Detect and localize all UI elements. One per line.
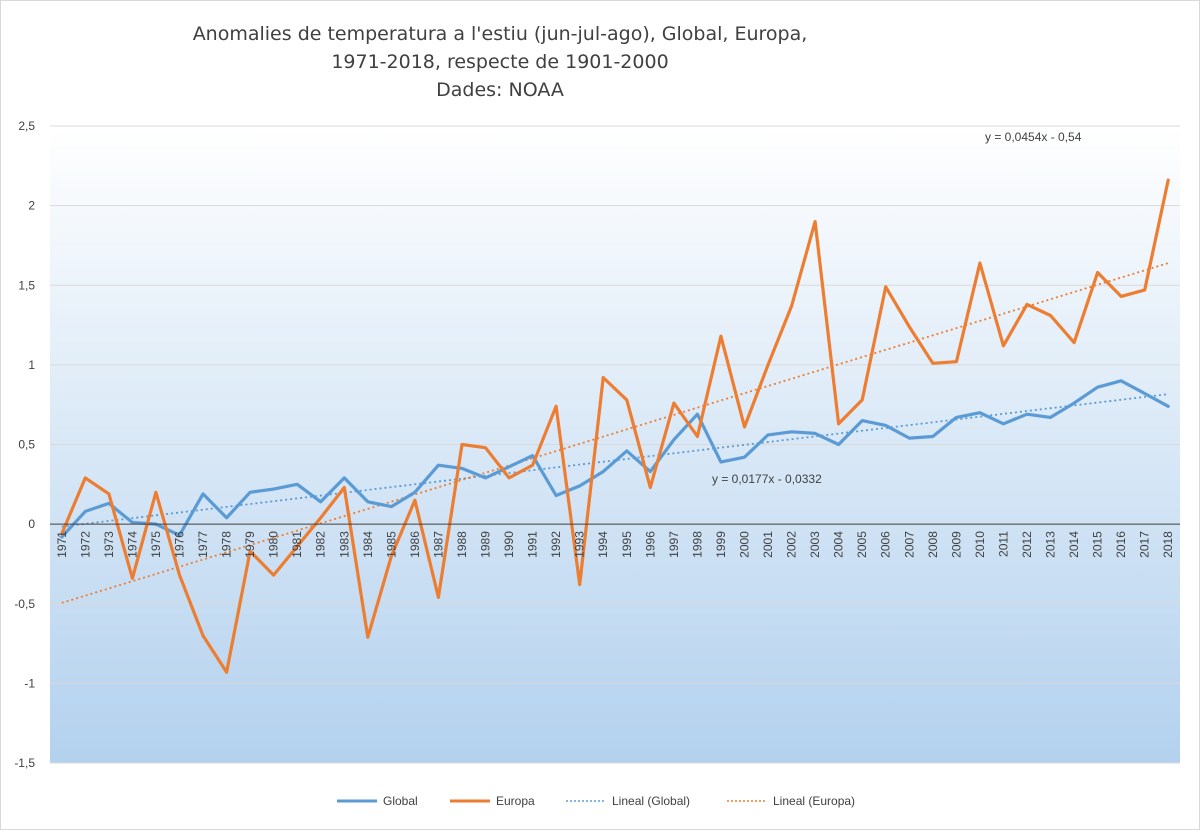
x-tick-label: 2014 [1067, 531, 1081, 558]
x-tick-label: 2013 [1044, 531, 1058, 558]
y-tick-label: 0 [28, 517, 35, 531]
legend-item-europa: Europa [450, 794, 535, 808]
y-tick-label: 1,5 [18, 278, 35, 292]
y-tick-label: 2 [28, 199, 35, 213]
x-tick-label: 1971 [55, 531, 69, 558]
x-tick-label: 2018 [1161, 531, 1175, 558]
x-tick-label: 1978 [220, 531, 234, 558]
x-tick-label: 1984 [361, 531, 375, 558]
x-tick-label: 1986 [408, 531, 422, 558]
x-tick-label: 1985 [384, 531, 398, 558]
legend-item-trend-global: Lineal (Global) [566, 794, 690, 808]
trend-equation-global: y = 0,0177x - 0,0332 [712, 472, 822, 486]
x-tick-label: 2000 [737, 531, 751, 558]
x-tick-label: 2008 [926, 531, 940, 558]
x-tick-label: 1992 [549, 531, 563, 558]
x-tick-label: 1991 [526, 531, 540, 558]
y-tick-label: -1,5 [14, 756, 35, 770]
x-tick-label: 1982 [314, 531, 328, 558]
y-axis: 2,5 2 1,5 1 0,5 0 -0,5 -1 -1,5 [14, 119, 35, 770]
x-tick-label: 1972 [78, 531, 92, 558]
x-tick-label: 1974 [125, 531, 139, 558]
x-tick-label: 1997 [667, 531, 681, 558]
x-tick-label: 2015 [1091, 531, 1105, 558]
x-tick-label: 2005 [855, 531, 869, 558]
x-tick-label: 1980 [267, 531, 281, 558]
series-line-global [60, 379, 1170, 539]
trend-equation-europa: y = 0,0454x - 0,54 [985, 130, 1082, 144]
legend-label-global: Global [383, 794, 418, 808]
x-tick-label: 2003 [808, 531, 822, 558]
series-lines [60, 178, 1170, 674]
x-tick-label: 1981 [290, 531, 304, 558]
x-tick-label: 1999 [714, 531, 728, 558]
legend-label-trend-europa: Lineal (Europa) [773, 794, 855, 808]
y-tick-label: -1 [24, 676, 35, 690]
x-tick-labels: 1971 1972 1973 1974 1975 1976 1977 1978 1979 1980… [55, 531, 1175, 558]
x-tick-label: 1977 [196, 531, 210, 558]
x-tick-label: 1993 [573, 531, 587, 558]
x-tick-label: 1987 [431, 531, 445, 558]
x-tick-label: 1998 [690, 531, 704, 558]
x-tick-label: 2004 [832, 531, 846, 558]
x-tick-label: 2012 [1020, 531, 1034, 558]
x-tick-label: 1990 [502, 531, 516, 558]
trendlines [61, 262, 1169, 604]
title-line-2: 1971-2018, respecte de 1901-2000 [331, 51, 668, 73]
trendline-lineal-global [61, 393, 1169, 528]
legend-item-trend-europa: Lineal (Europa) [727, 794, 855, 808]
y-tick-label: -0,5 [14, 597, 35, 611]
y-tick-label: 0,5 [18, 438, 35, 452]
series-line-europa [60, 178, 1170, 674]
legend: Global Europa Lineal (Global) Lineal (Eu… [337, 794, 855, 808]
x-tick-label: 1989 [479, 531, 493, 558]
x-tick-label: 2016 [1114, 531, 1128, 558]
x-tick-label: 1996 [643, 531, 657, 558]
x-tick-label: 2011 [996, 531, 1010, 557]
trend-equations: y = 0,0454x - 0,54 y = 0,0177x - 0,0332 [712, 130, 1082, 486]
x-tick-label: 2002 [785, 531, 799, 558]
x-tick-label: 1975 [149, 531, 163, 558]
legend-label-europa: Europa [496, 794, 535, 808]
x-tick-label: 2009 [949, 531, 963, 558]
title-line-3: Dades: NOAA [436, 79, 564, 101]
x-tick-label: 2017 [1138, 531, 1152, 558]
y-tick-label: 2,5 [18, 119, 35, 133]
x-tick-label: 2001 [761, 531, 775, 558]
x-tick-label: 1988 [455, 531, 469, 558]
x-tick-label: 2007 [902, 531, 916, 558]
x-tick-label: 1983 [337, 531, 351, 558]
x-tick-label: 2006 [879, 531, 893, 558]
x-tick-label: 1979 [243, 531, 257, 558]
legend-label-trend-global: Lineal (Global) [612, 794, 690, 808]
x-tick-label: 1995 [620, 531, 634, 558]
x-tick-label: 1973 [102, 531, 116, 558]
legend-item-global: Global [337, 794, 418, 808]
x-tick-label: 1976 [172, 531, 186, 558]
title-line-1: Anomalies de temperatura a l'estiu (jun-… [193, 23, 808, 45]
x-tick-label: 1994 [596, 531, 610, 558]
y-tick-label: 1 [28, 358, 35, 372]
x-tick-label: 2010 [973, 531, 987, 558]
chart-title: Anomalies de temperatura a l'estiu (jun-… [193, 23, 808, 101]
